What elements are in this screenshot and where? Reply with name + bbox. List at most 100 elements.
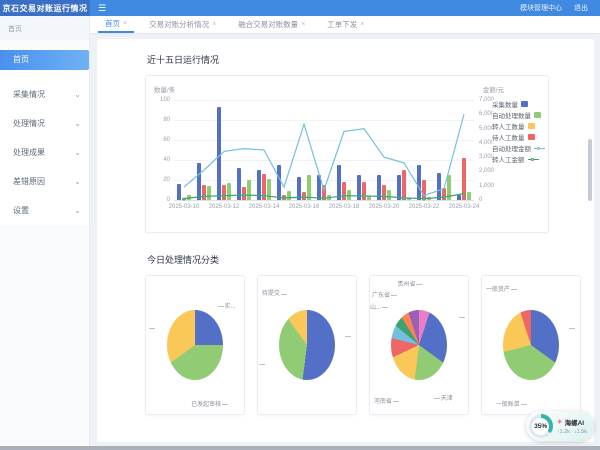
bar-采集数量[interactable] — [377, 175, 381, 200]
tab-close-icon[interactable]: × — [123, 20, 128, 27]
bar-待人工数量[interactable] — [422, 180, 426, 200]
bar-采集数量[interactable] — [217, 107, 221, 200]
pie-label — [148, 326, 156, 332]
bar-采集数量[interactable] — [197, 163, 201, 200]
bar-自动处理数量[interactable] — [227, 183, 231, 200]
chart-plot-area: 0 20 40 60 80 100 0 1,000 2,000 3,000 4,000 5,000 6,… — [160, 97, 494, 210]
bar-待人工数量[interactable] — [362, 182, 366, 200]
line-marker — [462, 192, 466, 196]
bar-待人工数量[interactable] — [262, 174, 266, 200]
bar-自动处理数量[interactable] — [447, 175, 451, 200]
bar-group — [197, 163, 211, 200]
legend-item-转人工数量[interactable]: 转人工数量 — [492, 122, 545, 131]
legend-item-自动处理数量[interactable]: 自动处理数量 — [492, 111, 545, 120]
sidebar-item-4[interactable]: 处理成果 ⌄ — [0, 138, 89, 167]
legend-item-转人工金额[interactable]: 转人工金额 — [492, 155, 545, 164]
right-axis-tick: 2,000 — [479, 168, 495, 175]
bar-group — [397, 170, 411, 200]
hamburger-icon[interactable]: ☰ — [98, 2, 107, 13]
bar-待人工数量[interactable] — [442, 188, 446, 200]
content-panel: 近十五日运行情况 数量/条 金额/元 0 20 40 60 80 100 0 1,000 2,0… — [97, 39, 594, 442]
bar-待人工数量[interactable] — [202, 185, 206, 200]
bar-采集数量[interactable] — [177, 184, 181, 200]
sidebar-item-5[interactable]: 差错原因 ⌄ — [0, 167, 89, 196]
bar-自动处理数量[interactable] — [307, 175, 311, 200]
callout-leader-line — [510, 287, 517, 291]
tab-4[interactable]: 工单下发 × — [320, 16, 371, 33]
pie-label: 一般账单 — [496, 402, 528, 408]
bar-采集数量[interactable] — [237, 168, 241, 200]
left-axis-tick: 0 — [166, 197, 170, 203]
bar-待人工数量[interactable] — [462, 158, 466, 200]
bar-采集数量[interactable] — [397, 175, 401, 200]
bar-采集数量[interactable] — [317, 175, 321, 200]
gauge-percent: 35% — [534, 422, 548, 430]
bar-采集数量[interactable] — [277, 165, 281, 200]
grid-line — [174, 100, 474, 101]
tab-close-icon[interactable]: × — [301, 21, 306, 28]
bar-自动处理数量[interactable] — [267, 179, 271, 200]
bar-自动处理数量[interactable] — [407, 198, 411, 200]
pies-section-title: 今日处理情况分类 — [147, 255, 220, 265]
callout-leader-line — [392, 399, 399, 403]
bar-待人工数量[interactable] — [322, 185, 326, 200]
pie-label — [458, 315, 466, 321]
legend-item-采集数量[interactable]: 采集数量 — [492, 100, 545, 109]
bar-采集数量[interactable] — [337, 165, 341, 200]
pie-status-4[interactable] — [503, 310, 559, 380]
pie-status-2[interactable] — [279, 310, 335, 380]
grid-line — [174, 160, 474, 161]
bar-待人工数量[interactable] — [382, 185, 386, 200]
module-center-link[interactable]: 模块管理中心 — [520, 5, 562, 12]
sidebar-item-3[interactable]: 处理情况 ⌄ — [0, 109, 89, 138]
legend-line-marker — [534, 146, 545, 150]
pie-status-1[interactable] — [167, 310, 223, 380]
line-marker — [422, 197, 426, 201]
legend-item-自动处理金额[interactable]: 自动处理金额 — [492, 144, 545, 153]
bar-采集数量[interactable] — [417, 165, 421, 200]
right-axis-tick: 6,000 — [479, 111, 495, 118]
sidebar-item-6[interactable]: 设置 ⌄ — [0, 196, 89, 225]
bar-待人工数量[interactable] — [402, 170, 406, 200]
line-marker — [242, 193, 246, 197]
bar-自动处理数量[interactable] — [467, 192, 471, 200]
content-scrollbar[interactable] — [588, 139, 592, 201]
logout-link[interactable]: 退出 — [574, 5, 588, 12]
tab-close-icon[interactable]: × — [212, 21, 217, 28]
bar-待人工数量[interactable] — [222, 185, 226, 200]
bar-采集数量[interactable] — [257, 170, 261, 200]
tab-1[interactable]: 首页 × — [98, 16, 135, 33]
bar-自动处理数量[interactable] — [347, 190, 351, 200]
grid-line — [174, 140, 474, 141]
x-axis-label: 2025-03-22 — [408, 204, 440, 210]
pie-label — [568, 326, 576, 332]
bar-自动处理数量[interactable] — [367, 196, 371, 200]
upload-stat: ↑1.2k — [556, 429, 570, 435]
sidebar-item-label: 差错原因 — [13, 177, 45, 186]
pie-label: 实... — [217, 304, 236, 310]
bar-自动处理数量[interactable] — [387, 190, 391, 200]
tab-2[interactable]: 交易对账分析情况 × — [142, 16, 223, 33]
left-axis-name: 数量/条 — [154, 87, 176, 94]
x-axis-label: 2025-03-14 — [248, 204, 280, 210]
bar-group — [257, 170, 271, 200]
bar-采集数量[interactable] — [357, 175, 361, 200]
ai-assistant-widget[interactable]: 35% ✳ 海螺AI ↑1.2k ↓1.5k — [525, 411, 594, 441]
bar-待人工数量[interactable] — [342, 182, 346, 200]
tab-3[interactable]: 融合交易对账数量 × — [231, 16, 312, 33]
sidebar-item-1[interactable]: 首页 — [0, 50, 89, 70]
pie-region[interactable] — [391, 310, 447, 380]
bar-自动处理数量[interactable] — [207, 186, 211, 200]
tab-close-icon[interactable]: × — [360, 21, 365, 28]
x-axis-label: 2025-03-10 — [168, 204, 200, 210]
bar-自动处理数量[interactable] — [247, 180, 251, 200]
bar-自动处理数量[interactable] — [287, 191, 291, 200]
bar-采集数量[interactable] — [457, 195, 461, 200]
legend-item-待人工数量[interactable]: 待人工数量 — [492, 133, 545, 142]
sidebar-menu: 首页采集情况 ⌄ 处理情况 ⌄ 处理成果 ⌄ 差错原因 ⌄ 设置 ⌄ — [0, 50, 89, 225]
callout-leader-line — [520, 402, 527, 405]
sidebar-item-2[interactable]: 采集情况 ⌄ — [0, 80, 89, 109]
bar-采集数量[interactable] — [297, 177, 301, 200]
bar-采集数量[interactable] — [437, 173, 441, 200]
bar-group — [337, 165, 351, 200]
